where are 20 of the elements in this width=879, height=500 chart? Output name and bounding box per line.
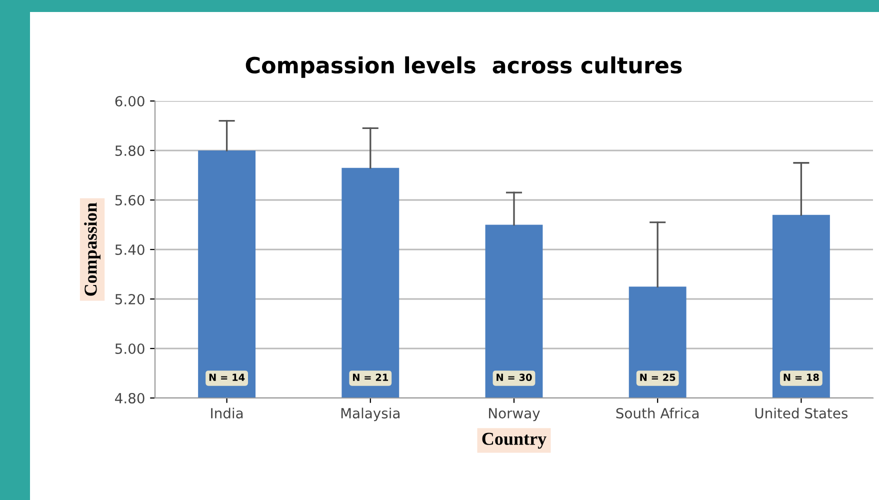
annotation: N = 30 xyxy=(496,374,532,382)
y-tick-label: 5.00 xyxy=(115,343,144,354)
x-tick-label: South Africa xyxy=(616,408,699,418)
y-tick-label: 5.80 xyxy=(115,145,144,156)
y-tick-label: 5.40 xyxy=(115,244,144,255)
annotation: N = 14 xyxy=(209,374,245,381)
y-axis-title: Compassion xyxy=(84,202,100,296)
x-tick-label: Norway xyxy=(489,408,540,422)
y-tick-label: 4.80 xyxy=(115,392,144,404)
annotation: N = 21 xyxy=(353,374,388,381)
y-tick-label: 6.00 xyxy=(115,96,144,106)
x-axis-title: Country xyxy=(482,432,546,449)
annotation: N = 18 xyxy=(784,374,819,382)
annotation: N = 25 xyxy=(640,374,676,382)
y-tick-label: 5.60 xyxy=(115,194,144,206)
chart-title: Compassion levels across cultures xyxy=(246,56,682,78)
x-tick-label: Malaysia xyxy=(341,408,400,422)
y-tick-label: 5.20 xyxy=(115,294,144,304)
x-tick-label: India xyxy=(211,408,243,418)
x-tick-label: United States xyxy=(755,408,848,418)
